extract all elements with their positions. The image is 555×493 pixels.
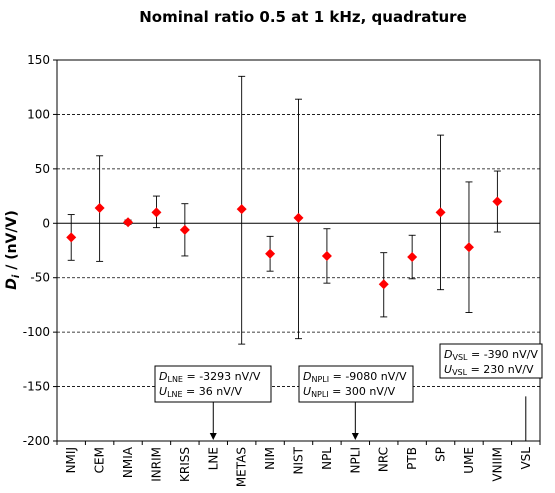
data-point <box>123 217 134 228</box>
x-tick-label: NMIA <box>121 446 135 478</box>
chart-title: Nominal ratio 0.5 at 1 kHz, quadrature <box>139 8 467 26</box>
plot-area <box>56 59 541 442</box>
y-axis-label-sub: i <box>11 274 22 278</box>
x-tick-label: NPLI <box>348 447 362 473</box>
x-tick-label: INRIM <box>149 447 163 482</box>
annotation-text: ULNE = 36 nV/V <box>159 385 242 399</box>
annotation-box <box>439 343 543 379</box>
data-point <box>66 232 77 243</box>
y-axis-label-rest: / (nV/V) <box>4 210 20 274</box>
x-tick-label: PTB <box>405 447 419 470</box>
annotation-text: UVSL = 230 nV/V <box>444 363 534 377</box>
data-point <box>151 207 162 218</box>
x-axis: NMIJ CEM NMIA INRIM KRISS LNE METAS NIM NIST NPL N… <box>56 441 541 487</box>
annotation-text: UNPLI = 300 nV/V <box>303 385 396 399</box>
x-tick-label: NMIJ <box>64 447 78 473</box>
x-tick-label: LNE <box>206 447 220 470</box>
data-point <box>321 250 332 261</box>
y-tick-label: 150 <box>27 53 50 67</box>
data-points <box>66 196 503 290</box>
x-tick-label: METAS <box>235 447 249 487</box>
y-axis-label: Di / (nV/V) <box>4 210 22 289</box>
x-tick-label: KRISS <box>178 447 192 482</box>
data-point <box>236 204 247 215</box>
annotation-arrow-head <box>351 433 359 440</box>
x-tick-label: CEM <box>93 447 107 473</box>
data-point <box>407 252 418 263</box>
x-tick-label: NPL <box>320 447 334 470</box>
x-tick-label: NIM <box>263 447 277 470</box>
data-point <box>94 203 105 214</box>
data-point <box>179 224 190 235</box>
y-tick-label: -200 <box>23 434 50 448</box>
x-tick-label: NRC <box>377 447 391 472</box>
y-tick-label: 0 <box>42 216 50 230</box>
annotation-arrow-head <box>209 433 217 440</box>
y-tick-label: 50 <box>35 162 50 176</box>
x-tick-label: NIST <box>292 446 306 474</box>
annotation-text: DVSL = -390 nV/V <box>444 348 538 362</box>
data-point <box>378 279 389 290</box>
x-tick-label: VSL <box>519 447 533 470</box>
annotation-text: DLNE = -3293 nV/V <box>159 370 261 384</box>
annotation-text: DNPLI = -9080 nV/V <box>303 370 407 384</box>
x-tick-label: VNIIM <box>490 447 504 482</box>
x-tick-label: UME <box>462 447 476 474</box>
data-point <box>463 242 474 253</box>
annotation-box <box>154 365 272 403</box>
error-bars <box>67 75 501 345</box>
y-tick-label: -100 <box>23 325 50 339</box>
data-point <box>265 248 276 259</box>
data-point <box>492 196 503 207</box>
y-tick-label: 100 <box>27 107 50 121</box>
x-tick-label: SP <box>434 447 448 462</box>
data-point <box>435 207 446 218</box>
data-point <box>293 212 304 223</box>
annotation-box <box>298 365 414 403</box>
y-axis: 150 100 50 0 -50 -100 -150 -200 <box>23 53 57 448</box>
y-axis-label-main: D <box>4 278 20 290</box>
y-tick-label: -150 <box>23 380 50 394</box>
y-tick-label: -50 <box>30 271 50 285</box>
